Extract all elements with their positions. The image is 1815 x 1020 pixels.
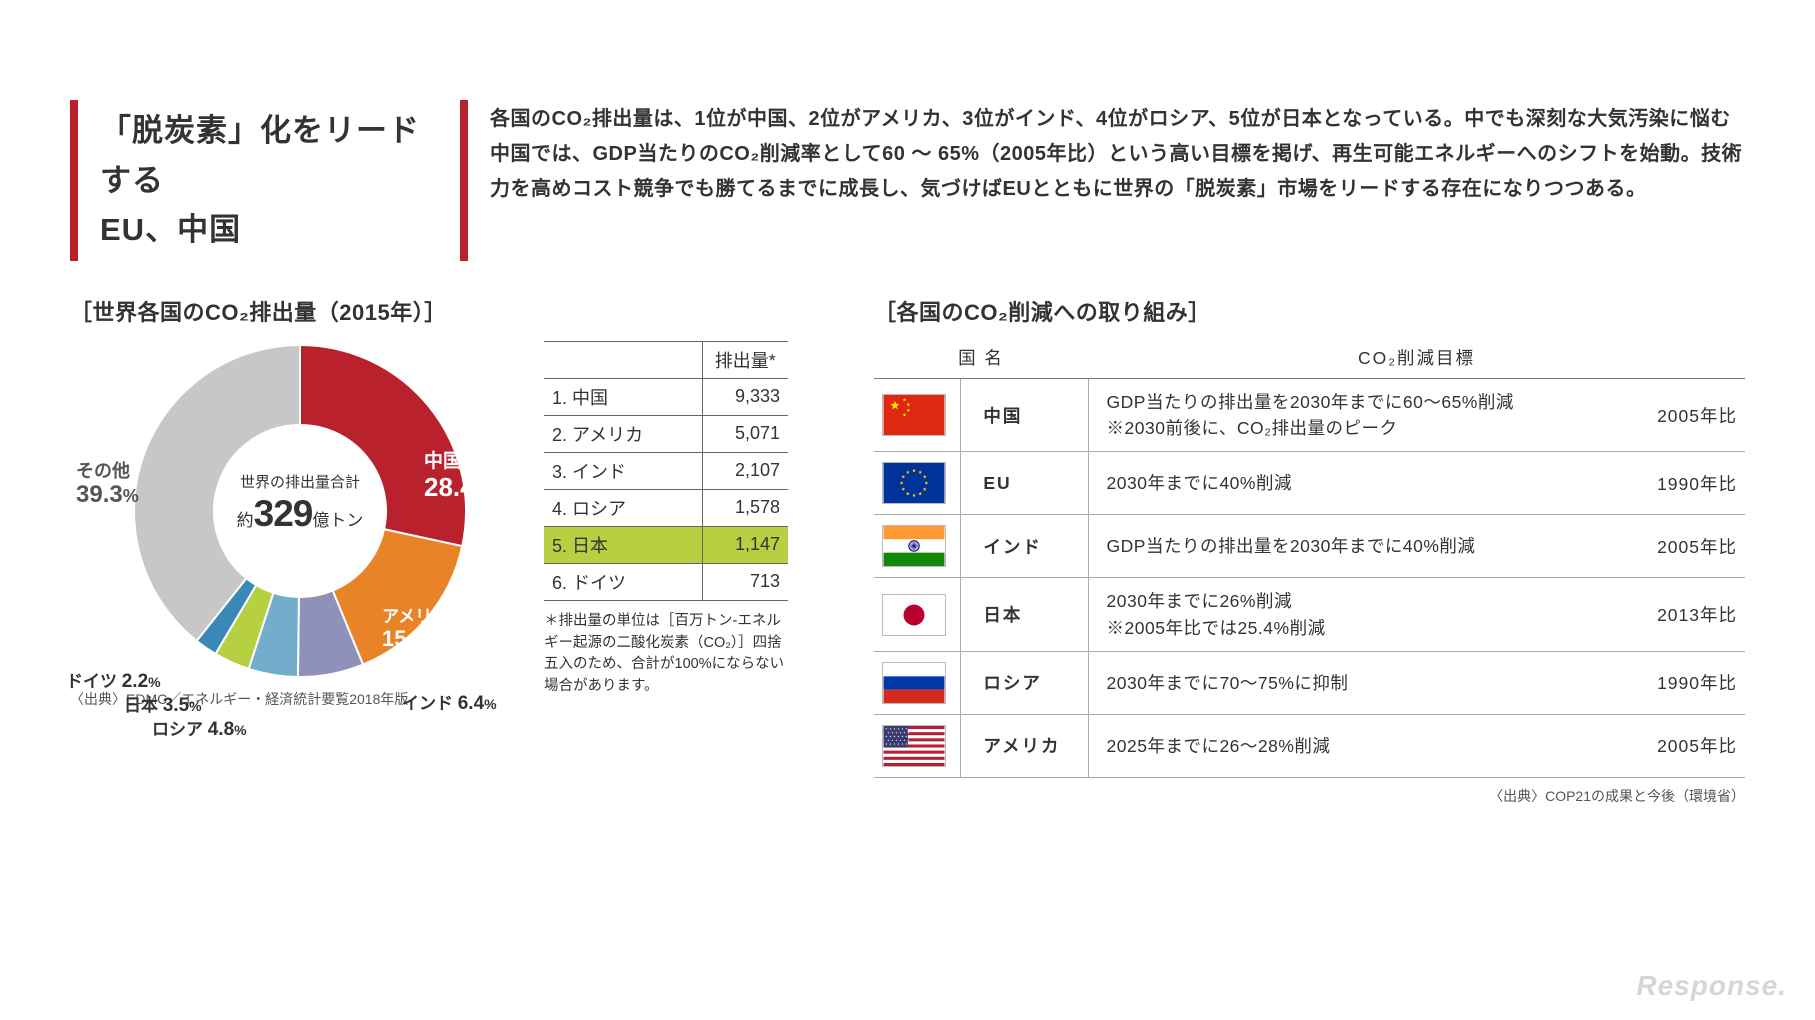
goal-row: EU2030年までに40%削減1990年比 <box>874 452 1745 515</box>
em-head-blank <box>544 341 702 378</box>
content-row: ［世界各国のCO₂排出量（2015年）］ 世界の排出量合計 約329億トン 中国… <box>70 295 1745 806</box>
goal-row: インドGDP当たりの排出量を2030年までに40%削減2005年比 <box>874 515 1745 578</box>
em-value: 713 <box>702 563 788 600</box>
goal-base: 2013年比 <box>1607 578 1745 652</box>
goals-source: 〈出典〉COP21の成果と今後（環境省） <box>874 786 1745 806</box>
flag-usa-icon <box>882 725 946 767</box>
flag-china-icon <box>882 394 946 436</box>
goal-row: 中国GDP当たりの排出量を2030年までに60〜65%削減※2030前後に、CO… <box>874 378 1745 452</box>
pie-label-日本: 日本 3.5% <box>124 695 202 717</box>
emissions-table-wrap: 排出量* 1. 中国9,3332. アメリカ5,0713. インド2,1074.… <box>544 341 788 698</box>
em-country: 1. 中国 <box>544 378 702 415</box>
watermark: Response. <box>1636 970 1787 1002</box>
right-pane: ［各国のCO₂削減への取り組み］ 国 名 CO₂削減目標 中国GDP当たりの排出… <box>874 295 1745 806</box>
pie-label-ロシア: ロシア 4.8% <box>152 719 247 741</box>
goal-flag <box>874 452 961 515</box>
emissions-row: 3. インド2,107 <box>544 452 788 489</box>
goal-text: 2025年までに26〜28%削減 <box>1088 714 1607 777</box>
em-country: 3. インド <box>544 452 702 489</box>
flag-eu-icon <box>882 462 946 504</box>
goal-country: アメリカ <box>961 714 1088 777</box>
goal-country: EU <box>961 452 1088 515</box>
em-value: 1,578 <box>702 489 788 526</box>
flag-japan-icon <box>882 594 946 636</box>
pie-section-title: ［世界各国のCO₂排出量（2015年）］ <box>70 295 830 327</box>
goal-flag <box>874 515 961 578</box>
pie-center-line1: 世界の排出量合計 <box>237 474 364 492</box>
pie-label-中国: 中国28.4% <box>424 451 492 503</box>
em-country: 2. アメリカ <box>544 415 702 452</box>
emissions-table: 排出量* 1. 中国9,3332. アメリカ5,0713. インド2,1074.… <box>544 341 788 601</box>
goal-base: 1990年比 <box>1607 452 1745 515</box>
pie-center-label: 世界の排出量合計 約329億トン <box>237 474 364 536</box>
pie-label-その他: その他39.3% <box>76 461 139 509</box>
pie-center-prefix: 約 <box>237 511 254 530</box>
pie-chart: 世界の排出量合計 約329億トン 中国28.4%アメリカ15.4%インド 6.4… <box>70 341 530 709</box>
goal-flag <box>874 378 961 452</box>
goal-flag <box>874 651 961 714</box>
emissions-row: 4. ロシア1,578 <box>544 489 788 526</box>
em-country: 6. ドイツ <box>544 563 702 600</box>
goals-head-country: 国 名 <box>874 341 1088 379</box>
goals-head-goal: CO₂削減目標 <box>1088 341 1745 379</box>
em-value: 5,071 <box>702 415 788 452</box>
pie-label-ドイツ: ドイツ 2.2% <box>66 671 161 693</box>
title-line-2: EU、中国 <box>100 212 241 247</box>
title-block: 「脱炭素」化をリードする EU、中国 <box>70 100 430 261</box>
pie-center-value: 329 <box>254 493 313 534</box>
pie-label-インド: インド 6.4% <box>402 693 497 715</box>
em-value: 1,147 <box>702 526 788 563</box>
pie-center-unit: 億トン <box>312 511 363 530</box>
goal-row: ロシア2030年までに70〜75%に抑制1990年比 <box>874 651 1745 714</box>
goal-text: 2030年までに40%削減 <box>1088 452 1607 515</box>
goal-country: 中国 <box>961 378 1088 452</box>
goal-country: 日本 <box>961 578 1088 652</box>
goal-country: インド <box>961 515 1088 578</box>
goal-flag <box>874 578 961 652</box>
goal-row: アメリカ2025年までに26〜28%削減2005年比 <box>874 714 1745 777</box>
left-pane: ［世界各国のCO₂排出量（2015年）］ 世界の排出量合計 約329億トン 中国… <box>70 295 830 806</box>
goals-section-title: ［各国のCO₂削減への取り組み］ <box>874 295 1745 327</box>
goal-flag <box>874 714 961 777</box>
goal-text: 2030年までに70〜75%に抑制 <box>1088 651 1607 714</box>
flag-india-icon <box>882 525 946 567</box>
emissions-row: 5. 日本1,147 <box>544 526 788 563</box>
goal-text: 2030年までに26%削減※2005年比では25.4%削減 <box>1088 578 1607 652</box>
emissions-row: 1. 中国9,333 <box>544 378 788 415</box>
goal-row: 日本2030年までに26%削減※2005年比では25.4%削減2013年比 <box>874 578 1745 652</box>
goal-base: 2005年比 <box>1607 378 1745 452</box>
goal-base: 2005年比 <box>1607 515 1745 578</box>
goal-text: GDP当たりの排出量を2030年までに60〜65%削減※2030前後に、CO₂排… <box>1088 378 1607 452</box>
emissions-row: 2. アメリカ5,071 <box>544 415 788 452</box>
em-value: 9,333 <box>702 378 788 415</box>
em-country: 5. 日本 <box>544 526 702 563</box>
emissions-row: 6. ドイツ713 <box>544 563 788 600</box>
goals-table: 国 名 CO₂削減目標 中国GDP当たりの排出量を2030年までに60〜65%削… <box>874 341 1745 778</box>
pie-label-アメリカ: アメリカ15.4% <box>382 607 449 652</box>
em-value: 2,107 <box>702 452 788 489</box>
header-row: 「脱炭素」化をリードする EU、中国 各国のCO₂排出量は、1位が中国、2位がア… <box>70 100 1745 261</box>
emissions-footnote: ＊排出量の単位は［百万トン-エネルギー起源の二酸化炭素（CO₂）］四捨五入のため… <box>544 611 788 698</box>
goal-base: 2005年比 <box>1607 714 1745 777</box>
em-head-value: 排出量* <box>702 341 788 378</box>
goal-text: GDP当たりの排出量を2030年までに40%削減 <box>1088 515 1607 578</box>
goal-base: 1990年比 <box>1607 651 1745 714</box>
goal-country: ロシア <box>961 651 1088 714</box>
em-country: 4. ロシア <box>544 489 702 526</box>
flag-russia-icon <box>882 662 946 704</box>
title-line-1: 「脱炭素」化をリードする <box>100 113 420 198</box>
lead-text: 各国のCO₂排出量は、1位が中国、2位がアメリカ、3位がインド、4位がロシア、5… <box>460 100 1745 261</box>
